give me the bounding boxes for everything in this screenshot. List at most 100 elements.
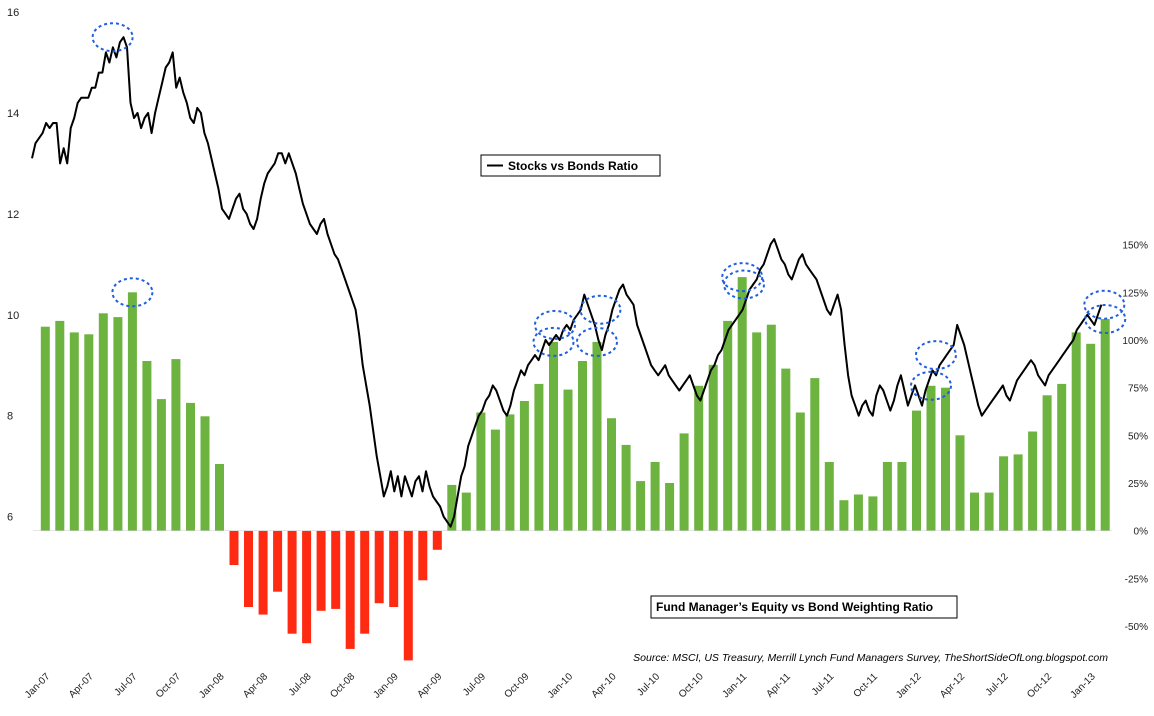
bar <box>679 433 689 531</box>
highlight-circle <box>910 370 952 401</box>
bar <box>839 500 849 531</box>
bar <box>389 530 399 607</box>
x-tick-label: Oct-08 <box>328 671 357 700</box>
x-tick-label: Jul-08 <box>287 671 314 698</box>
bar <box>897 462 907 531</box>
x-tick-label: Jan-13 <box>1068 671 1098 701</box>
x-tick-label: Apr-07 <box>67 671 96 700</box>
bar <box>708 364 718 531</box>
bar <box>200 416 210 531</box>
bar <box>723 320 733 531</box>
x-tick-label: Jul-09 <box>461 671 488 698</box>
bar <box>1100 319 1110 531</box>
left-tick-label: 12 <box>7 209 19 221</box>
bars-layer <box>33 277 1112 661</box>
bar <box>650 462 660 531</box>
legend-bar-box <box>650 595 958 619</box>
bar <box>592 341 602 531</box>
bar <box>737 277 747 531</box>
bar <box>665 483 675 531</box>
bar <box>1086 343 1096 531</box>
legend-line-box <box>480 154 661 177</box>
bar <box>490 429 500 531</box>
right-tick-label: 75% <box>1128 384 1148 395</box>
left-tick-label: 10 <box>7 310 19 322</box>
x-tick-label: Jul-11 <box>810 671 837 698</box>
x-tick-label: Apr-09 <box>415 671 444 700</box>
x-tick-label: Jan-08 <box>197 671 227 701</box>
bar <box>534 383 544 531</box>
bar <box>316 530 326 611</box>
x-tick-label: Jan-12 <box>894 671 924 701</box>
bar <box>505 414 515 531</box>
bar <box>824 462 834 531</box>
bar <box>1057 383 1067 531</box>
left-tick-label: 14 <box>7 108 19 120</box>
x-tick-label: Jul-12 <box>984 671 1011 698</box>
bar <box>273 530 283 592</box>
bar <box>766 324 776 531</box>
series-line <box>31 36 1103 528</box>
bar <box>98 313 108 531</box>
bar <box>607 418 616 531</box>
x-tick-label: Jan-09 <box>371 671 401 701</box>
bar <box>955 435 965 531</box>
right-tick-label: 100% <box>1122 336 1148 347</box>
legend-line-label: Stocks vs Bonds Ratio <box>508 159 638 173</box>
bar <box>360 530 370 634</box>
bar <box>418 530 428 581</box>
highlight-circle <box>579 294 622 325</box>
bar <box>171 359 181 531</box>
bar <box>69 332 79 531</box>
bar <box>563 389 573 531</box>
bar <box>142 361 152 531</box>
bar <box>868 496 878 531</box>
bar <box>810 378 820 531</box>
x-tick-label: Oct-12 <box>1025 671 1054 700</box>
left-tick-label: 16 <box>7 7 19 19</box>
legend-line: Stocks vs Bonds Ratio <box>480 154 661 177</box>
bar <box>549 341 558 531</box>
x-tick-label: Apr-11 <box>764 671 793 700</box>
highlight-circle <box>534 309 576 340</box>
bar <box>912 410 921 531</box>
x-tick-label: Oct-11 <box>852 671 881 700</box>
x-tick-label: Oct-07 <box>154 671 183 700</box>
x-tick-label: Jul-07 <box>112 671 139 698</box>
bar <box>55 320 65 531</box>
right-tick-label: 150% <box>1122 241 1148 252</box>
x-tick-label: Jan-10 <box>546 671 576 701</box>
bar <box>40 326 50 531</box>
bar <box>461 492 471 531</box>
highlight-circle <box>723 269 765 300</box>
legend-bar: Fund Manager’s Equity vs Bond Weighting … <box>650 595 958 619</box>
bar <box>882 462 892 531</box>
bar <box>229 530 239 565</box>
bar <box>403 530 413 661</box>
right-tick-label: 125% <box>1122 288 1148 299</box>
right-axis: -50% -25% 0% 25% 50% 75% 100% 125% 150% <box>1122 241 1148 633</box>
highlight-circles <box>91 22 1127 401</box>
bar <box>694 385 704 531</box>
bar <box>519 401 529 531</box>
bar <box>926 385 936 531</box>
left-tick-label: 6 <box>7 512 13 524</box>
bar <box>244 530 253 607</box>
bar <box>345 530 355 649</box>
bar <box>302 530 312 644</box>
bar <box>447 484 457 531</box>
highlight-circle <box>576 326 618 357</box>
source-note: Source: MSCI, US Treasury, Merrill Lynch… <box>633 652 1108 664</box>
x-tick-label: Jan-11 <box>720 671 749 700</box>
bar <box>215 464 224 531</box>
bar <box>1013 454 1023 531</box>
right-tick-label: 25% <box>1128 479 1148 490</box>
bar <box>476 412 486 531</box>
bar <box>781 368 791 531</box>
left-axis: 6 8 10 12 14 16 <box>7 7 19 524</box>
line-layer <box>31 36 1103 528</box>
bar <box>752 332 762 531</box>
bar <box>984 492 994 531</box>
